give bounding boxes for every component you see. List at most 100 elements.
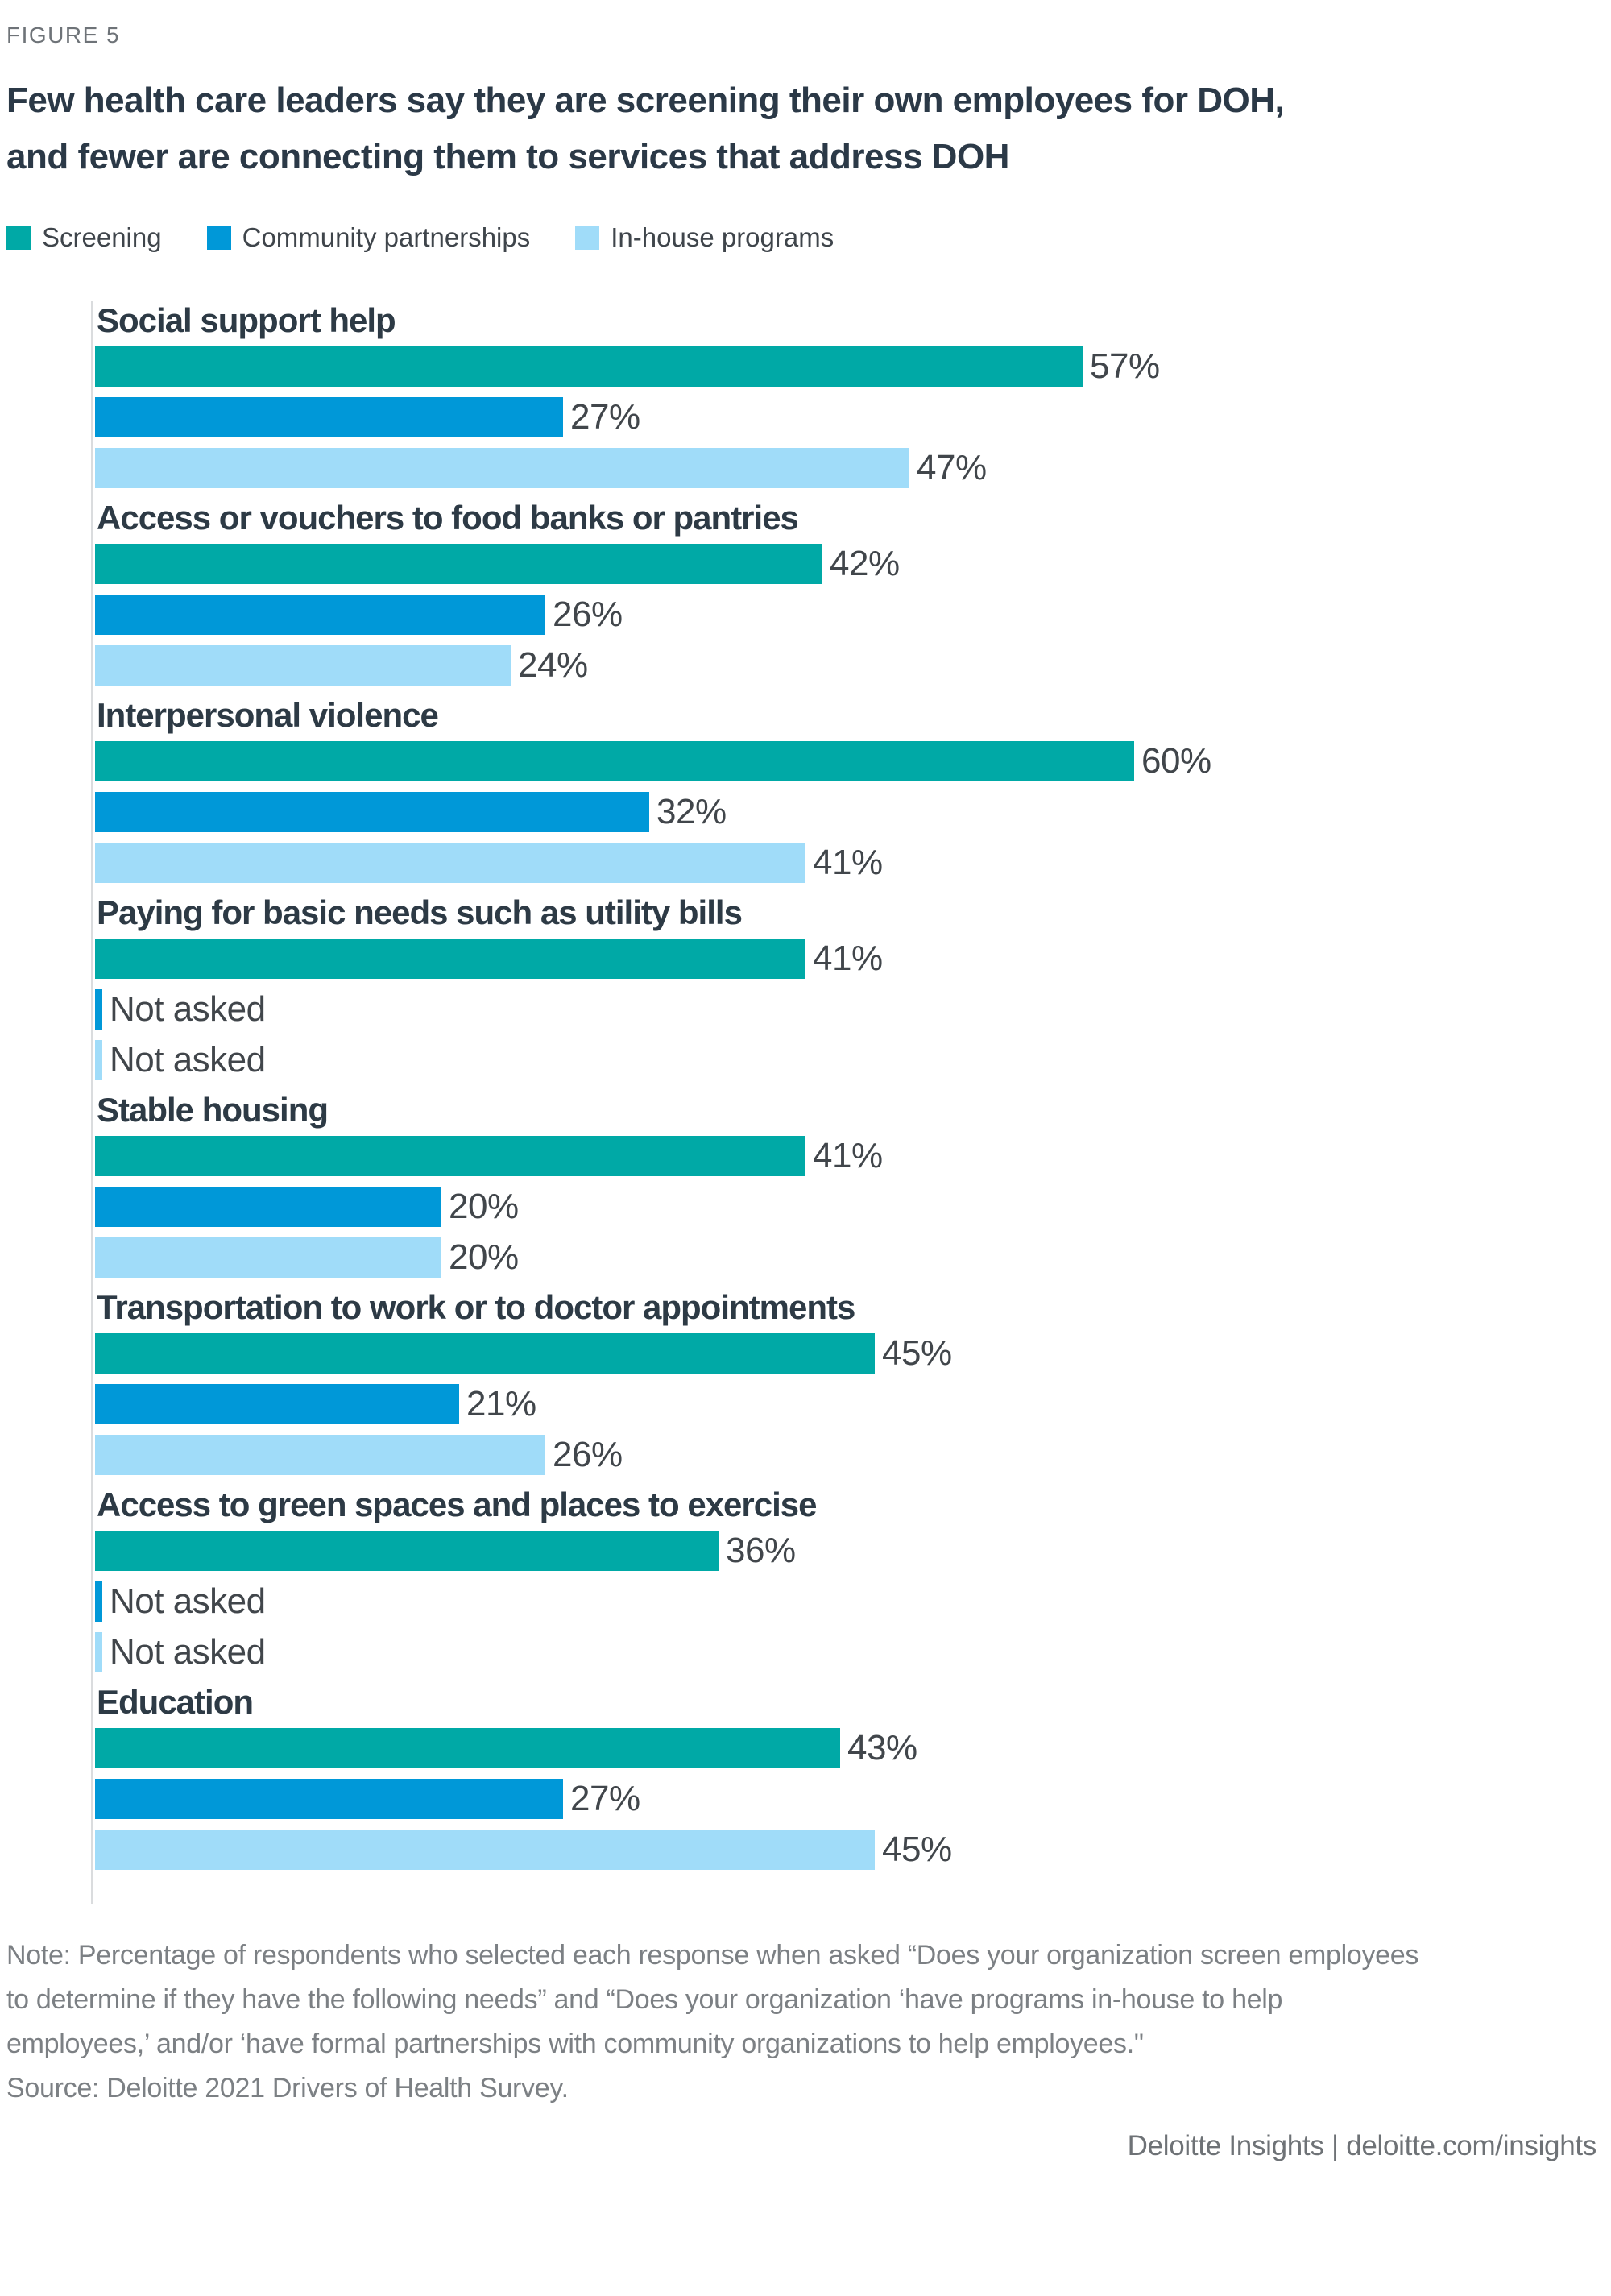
bar-value-label: 36%	[726, 1531, 796, 1570]
bar-row: 41%	[93, 939, 1603, 979]
chart-title-line-2: and fewer are connecting them to service…	[6, 137, 1009, 176]
legend-item: Screening	[6, 222, 162, 253]
bar-value-label: 27%	[570, 1779, 640, 1818]
bar-row: 20%	[93, 1237, 1603, 1278]
bar-value-label: 20%	[449, 1237, 519, 1277]
note-line: employees,’ and/or ‘have formal partners…	[6, 2029, 1144, 2059]
bar-group: Social support help 57% 27% 47%	[93, 301, 1603, 488]
bar-screening	[95, 544, 822, 584]
bar-screening	[95, 1333, 875, 1374]
bar-in-house-programs	[95, 448, 909, 488]
bar-screening	[95, 741, 1134, 781]
legend-swatch-community-partnerships	[206, 226, 231, 250]
bar-value-label: 41%	[813, 939, 883, 978]
bar-group: Transportation to work or to doctor appo…	[93, 1288, 1603, 1475]
bar-value-label: 21%	[466, 1384, 536, 1424]
legend-swatch-in-house-programs	[575, 226, 600, 250]
source-line: Source: Deloitte 2021 Drivers of Health …	[6, 2073, 569, 2103]
legend-label: Community partnerships	[242, 222, 531, 252]
note-block: Note: Percentage of respondents who sele…	[6, 1933, 1603, 2111]
bar-row: 20%	[93, 1187, 1603, 1227]
bar-in-house-programs	[95, 645, 511, 686]
bar-community-partnerships	[95, 1187, 441, 1227]
bar-community-partnerships	[95, 1581, 102, 1622]
bar-value-label: 41%	[813, 1136, 883, 1175]
category-label: Education	[97, 1683, 254, 1721]
bar-row: 21%	[93, 1384, 1603, 1424]
bar-value-label: 20%	[449, 1187, 519, 1226]
bar-in-house-programs	[95, 1040, 102, 1080]
bar-value-label: 26%	[553, 1435, 623, 1474]
note-line: to determine if they have the following …	[6, 1984, 1283, 2015]
bar-row: 27%	[93, 1779, 1603, 1819]
chart: Social support help 57% 27% 47% Access or vo…	[91, 301, 1603, 1904]
bar-community-partnerships	[95, 595, 545, 635]
bar-row: Not asked	[93, 1040, 1603, 1080]
bar-screening	[95, 939, 806, 979]
bar-in-house-programs	[95, 1830, 875, 1870]
bar-value-label: 41%	[813, 843, 883, 882]
bar-value-label: 32%	[656, 792, 727, 831]
bar-row: 26%	[93, 1435, 1603, 1475]
bar-in-house-programs	[95, 1237, 441, 1278]
not-asked-label: Not asked	[110, 1581, 266, 1621]
bar-row: 57%	[93, 346, 1603, 387]
bar-value-label: 26%	[553, 595, 623, 634]
bar-row: 24%	[93, 645, 1603, 686]
bar-community-partnerships	[95, 1779, 563, 1819]
bar-row: 32%	[93, 792, 1603, 832]
not-asked-label: Not asked	[110, 1632, 266, 1672]
bar-row: 41%	[93, 843, 1603, 883]
category-label: Social support help	[97, 301, 396, 339]
bar-row: 36%	[93, 1531, 1603, 1571]
bar-group: Stable housing 41% 20% 20%	[93, 1091, 1603, 1278]
category-label: Stable housing	[97, 1091, 329, 1129]
category-label: Access to green spaces and places to exe…	[97, 1486, 818, 1523]
not-asked-label: Not asked	[110, 989, 266, 1029]
category-label: Transportation to work or to doctor appo…	[97, 1288, 855, 1326]
legend-item: Community partnerships	[206, 222, 531, 253]
category-label: Paying for basic needs such as utility b…	[97, 893, 743, 931]
bar-value-label: 42%	[830, 544, 900, 583]
legend-label: Screening	[42, 222, 162, 252]
note-line: Note: Percentage of respondents who sele…	[6, 1940, 1419, 1971]
chart-title-line-1: Few health care leaders say they are scr…	[6, 81, 1285, 120]
bar-value-label: 45%	[882, 1333, 952, 1373]
bar-row: Not asked	[93, 1581, 1603, 1622]
bar-screening	[95, 1531, 719, 1571]
not-asked-label: Not asked	[110, 1040, 266, 1080]
bar-community-partnerships	[95, 397, 563, 437]
legend-label: In-house programs	[611, 222, 834, 252]
bar-value-label: 60%	[1141, 741, 1211, 781]
bar-row: 27%	[93, 397, 1603, 437]
bar-group: Education 43% 27% 45%	[93, 1683, 1603, 1870]
bar-value-label: 57%	[1090, 346, 1160, 386]
bar-group: Access to green spaces and places to exe…	[93, 1486, 1603, 1672]
bar-row: 45%	[93, 1830, 1603, 1870]
bar-community-partnerships	[95, 1384, 459, 1424]
category-label: Access or vouchers to food banks or pant…	[97, 499, 799, 537]
bar-group: Paying for basic needs such as utility b…	[93, 893, 1603, 1080]
bar-screening	[95, 1728, 840, 1768]
legend-item: In-house programs	[575, 222, 834, 253]
bar-row: 26%	[93, 595, 1603, 635]
bar-in-house-programs	[95, 843, 806, 883]
bar-value-label: 27%	[570, 397, 640, 437]
figure-label: FIGURE 5	[6, 23, 121, 48]
bar-row: Not asked	[93, 989, 1603, 1030]
bar-screening	[95, 346, 1083, 387]
legend-swatch-screening	[6, 226, 31, 250]
bar-row: 45%	[93, 1333, 1603, 1374]
bar-row: 41%	[93, 1136, 1603, 1176]
deloitte-insights-attribution: Deloitte Insights | deloitte.com/insight…	[1127, 2130, 1597, 2161]
bar-group: Access or vouchers to food banks or pant…	[93, 499, 1603, 686]
bar-in-house-programs	[95, 1632, 102, 1672]
bar-community-partnerships	[95, 989, 102, 1030]
bar-row: 60%	[93, 741, 1603, 781]
bar-value-label: 47%	[917, 448, 987, 487]
bar-row: Not asked	[93, 1632, 1603, 1672]
bar-row: 43%	[93, 1728, 1603, 1768]
bar-row: 47%	[93, 448, 1603, 488]
bar-in-house-programs	[95, 1435, 545, 1475]
bar-community-partnerships	[95, 792, 649, 832]
